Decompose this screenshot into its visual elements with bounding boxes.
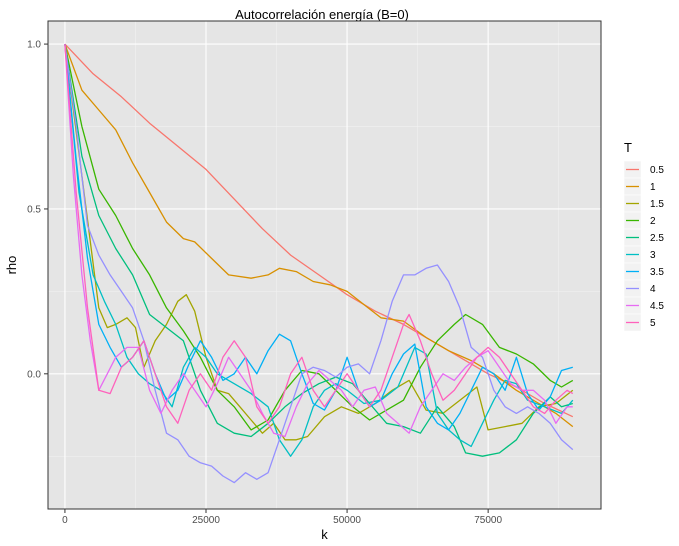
- chart-title: Autocorrelación energía (B=0): [235, 7, 409, 22]
- legend-label: 3: [650, 250, 656, 261]
- series-line-4: [64, 44, 574, 484]
- axis-ticks: 0 25000 50000 75000 0.0 0.5 1.0: [27, 40, 502, 526]
- x-tick-label: 0: [62, 515, 68, 526]
- series-lines: [64, 43, 574, 484]
- legend-label: 4.5: [650, 301, 664, 312]
- x-tick-label: 25000: [192, 515, 220, 526]
- series-line-5: [64, 44, 574, 424]
- legend-label: 3.5: [650, 267, 664, 278]
- series-line-1: [64, 43, 574, 428]
- plot-panel-border: [47, 20, 602, 510]
- series-line-3: [64, 44, 574, 457]
- legend: T 0.5 1 1.5 2 2.5 3 3.5 4 4.5 5: [623, 140, 664, 332]
- legend-label: 5: [650, 318, 656, 329]
- x-axis-title: k: [321, 527, 328, 542]
- legend-label: 4: [650, 284, 656, 295]
- y-tick-label: 1.0: [27, 40, 41, 51]
- legend-label: 2: [650, 216, 656, 227]
- legend-label: 0.5: [650, 165, 664, 176]
- legend-label: 2.5: [650, 233, 664, 244]
- x-tick-label: 50000: [333, 515, 361, 526]
- series-line-4.5: [64, 44, 573, 438]
- series-line-2: [64, 43, 574, 431]
- y-axis-title: rho: [4, 256, 19, 275]
- y-tick-label: 0.5: [27, 204, 41, 215]
- legend-label: 1.5: [650, 199, 664, 210]
- legend-label: 1: [650, 182, 656, 193]
- plot-panel: [48, 21, 601, 509]
- y-tick-label: 0.0: [27, 369, 41, 380]
- x-tick-label: 75000: [474, 515, 502, 526]
- legend-title: T: [624, 140, 632, 155]
- series-line-2.5: [64, 44, 573, 457]
